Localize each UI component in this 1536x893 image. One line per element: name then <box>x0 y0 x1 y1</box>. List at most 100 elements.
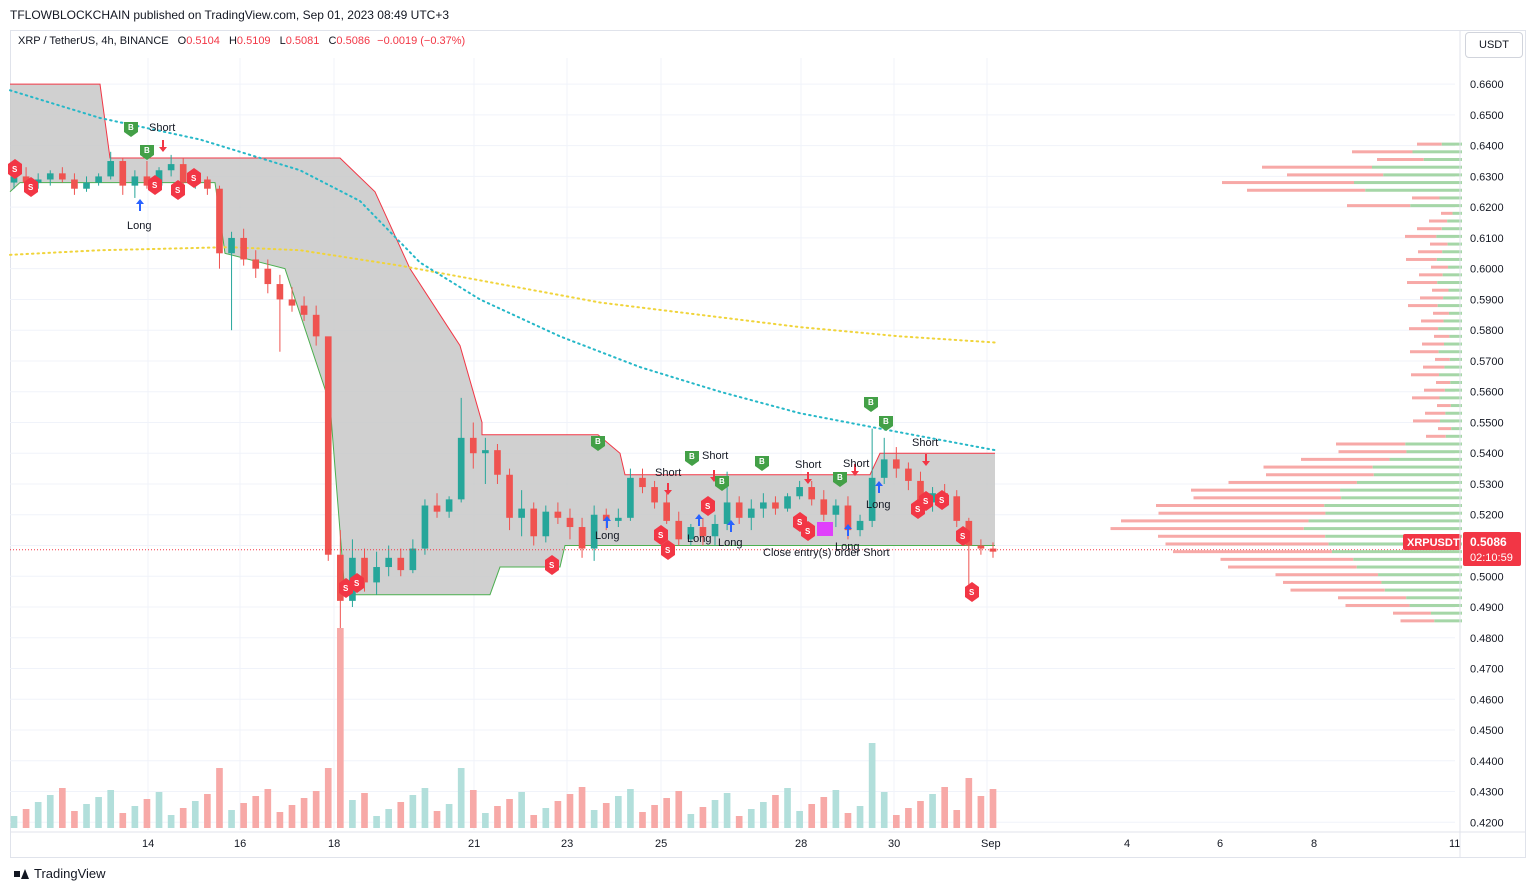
volume-profile-buy <box>1436 234 1462 238</box>
volume-profile-buy <box>1448 265 1462 269</box>
candle-body <box>518 508 525 518</box>
volume-profile-buy <box>1308 519 1462 523</box>
x-tick-label: 18 <box>328 838 340 850</box>
candle-body <box>760 502 767 509</box>
buy-badge-icon-letter: B <box>868 398 874 407</box>
volume-bar <box>566 794 574 828</box>
candle-body <box>216 188 223 254</box>
candle-body <box>46 173 54 180</box>
buy-badge-icon-letter: B <box>719 477 725 486</box>
sell-badge-icon <box>919 491 933 506</box>
volume-bar <box>627 789 634 828</box>
volume-profile-sell <box>1438 427 1452 431</box>
candle-body <box>167 164 175 171</box>
volume-bar <box>844 813 852 828</box>
volume-profile-buy <box>1445 434 1462 438</box>
volume-bar <box>590 810 598 828</box>
volume-profile-buy <box>1437 281 1462 285</box>
volume-profile-sell <box>1345 603 1410 607</box>
candle-body <box>397 557 405 571</box>
symbol-name[interactable]: XRP / TetherUS, 4h, BINANCE <box>18 35 169 47</box>
volume-profile-buy <box>1356 480 1462 484</box>
candle-body <box>494 450 501 475</box>
candle-body <box>131 176 139 186</box>
profile-tick-label: 11 <box>1449 838 1460 850</box>
volume-profile-sell <box>1228 565 1357 569</box>
y-tick-label: 0.4300 <box>1470 787 1504 799</box>
volume-profile-sell <box>1435 357 1450 361</box>
volume-profile-buy <box>1447 219 1462 223</box>
low-value: 0.5081 <box>285 35 320 47</box>
y-tick-label: 0.4600 <box>1470 694 1504 706</box>
buy-badge-icon <box>591 436 605 451</box>
volume-profile-buy <box>1445 411 1462 415</box>
candle-body <box>228 237 235 254</box>
y-tick-label: 0.4900 <box>1470 602 1504 614</box>
volume-profile-sell <box>1419 273 1443 277</box>
sell-badge-icon-letter: S <box>549 561 555 570</box>
volume-bar <box>252 796 260 828</box>
volume-profile-buy <box>1423 157 1462 161</box>
volume-profile-buy <box>1436 257 1462 261</box>
volume-bar <box>687 814 695 828</box>
volume-bar <box>965 778 973 828</box>
volume-bar <box>554 801 562 828</box>
y-tick-label: 0.4400 <box>1470 756 1504 768</box>
candle-body <box>687 527 695 540</box>
candle-body <box>880 459 888 478</box>
volume-bar <box>457 768 465 828</box>
volume-profile-buy <box>1441 227 1462 231</box>
volume-bar <box>977 796 985 828</box>
countdown-tag: 02:10:59 <box>1470 552 1513 564</box>
volume-profile-sell <box>1377 157 1424 161</box>
volume-profile-sell <box>1220 557 1354 561</box>
volume-profile-sell <box>1347 204 1411 208</box>
volume-profile-buy <box>1430 611 1462 615</box>
buy-badge-icon <box>833 472 847 487</box>
volume-bar <box>760 802 767 828</box>
volume-bar <box>723 793 731 828</box>
volume-profile-sell <box>1441 211 1453 215</box>
volume-bar <box>361 793 368 828</box>
candle-body <box>312 314 320 337</box>
candle-body <box>614 517 622 521</box>
y-tick-label: 0.4800 <box>1470 633 1504 645</box>
sell-badge-icon <box>965 582 979 597</box>
volume-profile-sell <box>1436 380 1451 384</box>
candle-body <box>457 437 465 500</box>
symbol-info-bar: XRP / TetherUS, 4h, BINANCE O0.5104 H0.5… <box>18 35 465 47</box>
symbol-tag: XRPUSDT <box>1407 537 1460 549</box>
volume-profile-buy <box>1442 250 1462 254</box>
volume-profile-buy <box>1325 534 1462 538</box>
volume-bar <box>735 816 743 828</box>
sell-badge-icon <box>171 180 185 195</box>
volume-bar <box>820 797 828 828</box>
volume-profile-buy <box>1437 304 1462 308</box>
x-tick-label: 23 <box>561 838 573 850</box>
long-label: Long <box>835 541 859 553</box>
volume-profile-buy <box>1438 350 1462 354</box>
close-label: C <box>328 35 337 47</box>
volume-bar <box>747 809 755 828</box>
candle-body <box>143 176 151 186</box>
volume-bar <box>10 816 18 828</box>
buy-badge-icon <box>124 122 138 137</box>
y-tick-label: 0.5000 <box>1470 571 1504 583</box>
volume-profile-sell <box>1429 219 1448 223</box>
footer-brand[interactable]: TradingView <box>34 866 106 881</box>
volume-profile-sell <box>1275 573 1379 577</box>
volume-bar <box>832 790 840 828</box>
volume-profile-buy <box>1448 288 1462 292</box>
candle-body <box>59 173 66 180</box>
footer: TradingView <box>14 866 106 881</box>
buy-badge-icon-letter: B <box>883 417 889 426</box>
currency-button[interactable]: USDT <box>1465 32 1523 58</box>
short-label: Short <box>912 437 938 449</box>
short-label: Short <box>843 458 869 470</box>
volume-profile-buy <box>1450 380 1462 384</box>
volume-bar <box>445 804 453 828</box>
volume-profile-buy <box>1409 603 1462 607</box>
volume-bar <box>433 811 441 828</box>
y-tick-label: 0.5400 <box>1470 448 1504 460</box>
